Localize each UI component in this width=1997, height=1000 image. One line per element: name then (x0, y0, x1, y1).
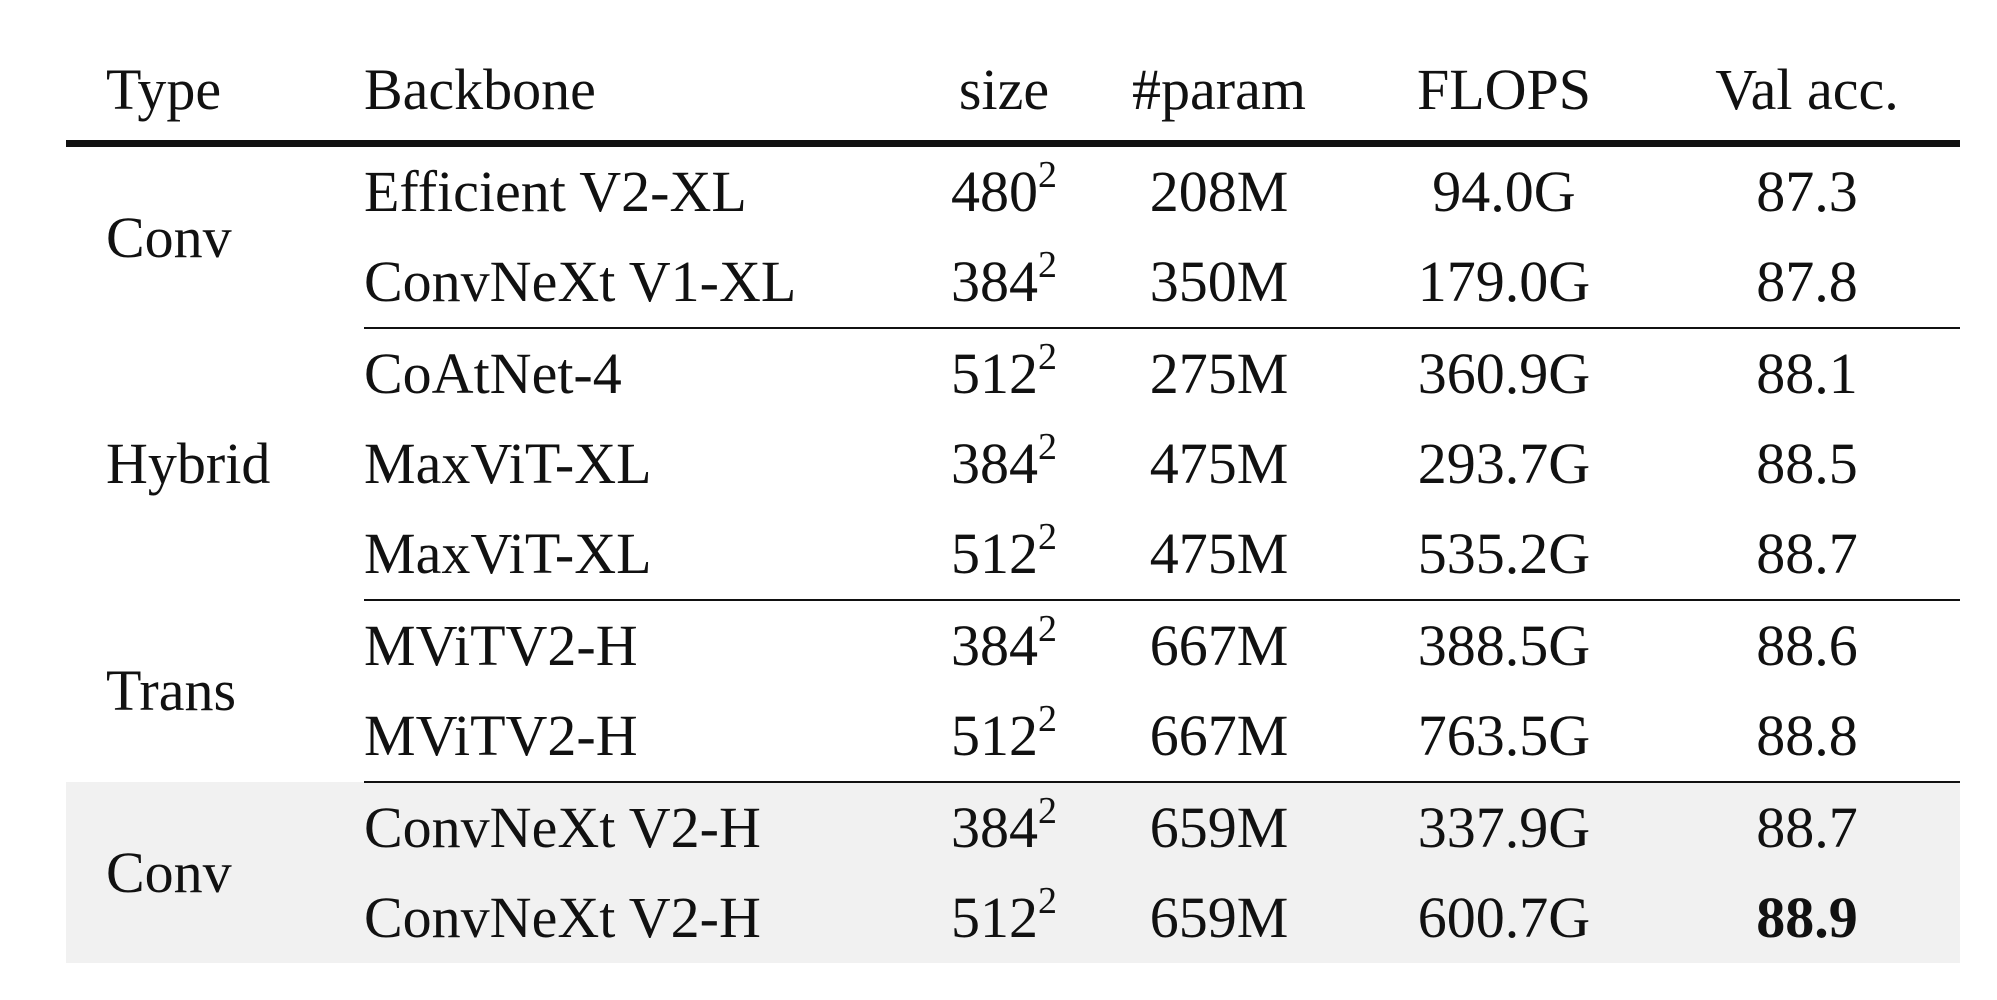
size-cell: 3842 (924, 237, 1084, 329)
val-acc-cell-best: 88.9 (1654, 873, 1960, 963)
backbone-cell: ConvNeXt V2-H (364, 782, 924, 873)
comparison-table: Type Backbone size #param FLOPS Val acc.… (66, 40, 1960, 963)
size-exponent: 2 (1038, 698, 1057, 740)
size-cell: 5122 (924, 691, 1084, 783)
table-row: Conv ConvNeXt V2-H 3842 659M 337.9G 88.7 (66, 782, 1960, 963)
flops-cell: 388.5G (1417, 613, 1591, 678)
flops-cell: 763.5G (1354, 691, 1654, 783)
type-cell: Conv (66, 782, 364, 963)
table-header: Type Backbone size #param FLOPS Val acc. (66, 40, 1960, 147)
val-acc-cell: 88.8 (1654, 691, 1960, 783)
size-cell: 3842 (924, 600, 1084, 691)
table-row: Hybrid CoAtNet-4 5122 275M 360.9G 88.1 (66, 328, 1960, 493)
header-type: Type (66, 40, 364, 147)
table-row: MViTV2-H 5122 667M 763.5G 88.8 (66, 691, 1960, 783)
size-exponent: 2 (1038, 880, 1057, 922)
size-value: 384 (951, 431, 1038, 496)
header-row: Type Backbone size #param FLOPS Val acc. (66, 40, 1960, 147)
backbone-cell: ConvNeXt V2-H (364, 873, 924, 963)
val-acc-cell: 88.6 (1756, 613, 1858, 678)
flops-cell: 535.2G (1354, 509, 1654, 601)
size-cell: 5122 (924, 328, 1084, 419)
flops-cell: 337.9G (1354, 782, 1654, 873)
size-value: 384 (951, 613, 1038, 678)
backbone-cell: MViTV2-H (364, 691, 924, 783)
size-exponent: 2 (1038, 336, 1057, 378)
param-cell: 275M (1149, 341, 1289, 406)
size-value: 384 (951, 249, 1038, 314)
size-cell: 4802 (924, 144, 1084, 238)
table-body: Conv Efficient V2-XL 4802 208M 94.0G 87.3 Conv… (66, 144, 1960, 963)
type-cell: Hybrid (106, 431, 271, 496)
header-flops: FLOPS (1354, 40, 1654, 147)
param-cell: 659M (1084, 782, 1354, 873)
size-exponent: 2 (1038, 608, 1057, 650)
type-cell: Conv (106, 204, 232, 270)
header-backbone: Backbone (364, 40, 924, 147)
backbone-cell: MViTV2-H (364, 613, 638, 678)
size-value: 384 (951, 795, 1038, 860)
size-cell: 5122 (924, 873, 1084, 963)
header-param: #param (1084, 40, 1354, 147)
backbone-cell: ConvNeXt V1-XL (364, 237, 924, 329)
table-row: MaxViT-XL 5122 475M 535.2G 88.7 (66, 509, 1960, 601)
param-cell: 475M (1084, 509, 1354, 601)
val-acc-cell: 87.8 (1654, 237, 1960, 329)
val-acc-cell: 88.7 (1654, 782, 1960, 873)
size-cell: 5122 (924, 509, 1084, 601)
flops-cell: 600.7G (1354, 873, 1654, 963)
val-acc-cell: 88.1 (1756, 341, 1858, 406)
backbone-cell: Efficient V2-XL (364, 159, 747, 224)
backbone-cell: CoAtNet-4 (364, 341, 622, 406)
table-row: ConvNeXt V2-H 5122 659M 600.7G 88.9 (66, 873, 1960, 963)
param-cell: 659M (1084, 873, 1354, 963)
size-exponent: 2 (1038, 516, 1057, 558)
size-value: 512 (951, 885, 1038, 950)
size-exponent: 2 (1038, 154, 1057, 196)
flops-cell: 293.7G (1417, 431, 1591, 496)
size-exponent: 2 (1038, 790, 1057, 832)
size-cell: 3842 (924, 782, 1084, 873)
size-value: 512 (951, 703, 1038, 768)
table-row: Trans MViTV2-H 3842 667M 388.5G 88.6 (66, 600, 1960, 720)
header-val-acc: Val acc. (1654, 40, 1960, 147)
val-acc-cell: 88.5 (1756, 431, 1858, 496)
table-row: Conv Efficient V2-XL 4802 208M 94.0G 87.3 (66, 144, 1960, 266)
size-exponent: 2 (1038, 426, 1057, 468)
table-row: ConvNeXt V1-XL 3842 350M 179.0G 87.8 (66, 237, 1960, 329)
table-row: MaxViT-XL 3842 475M 293.7G 88.5 (66, 419, 1960, 509)
backbone-cell: MaxViT-XL (364, 509, 924, 601)
size-value: 512 (951, 341, 1038, 406)
param-cell: 350M (1084, 237, 1354, 329)
param-cell: 208M (1149, 159, 1289, 224)
flops-cell: 360.9G (1417, 341, 1591, 406)
param-cell: 475M (1149, 431, 1289, 496)
header-size: size (924, 40, 1084, 147)
size-value: 480 (951, 159, 1038, 224)
param-cell: 667M (1149, 613, 1289, 678)
size-cell: 3842 (924, 419, 1084, 509)
backbone-cell: MaxViT-XL (364, 431, 652, 496)
val-acc-cell: 87.3 (1756, 159, 1858, 224)
comparison-table-container: Type Backbone size #param FLOPS Val acc.… (66, 40, 1960, 963)
val-acc-cell: 88.7 (1654, 509, 1960, 601)
size-exponent: 2 (1038, 244, 1057, 286)
flops-cell: 94.0G (1432, 159, 1576, 224)
flops-cell: 179.0G (1354, 237, 1654, 329)
size-value: 512 (951, 521, 1038, 586)
param-cell: 667M (1084, 691, 1354, 783)
type-cell: Trans (106, 658, 237, 723)
